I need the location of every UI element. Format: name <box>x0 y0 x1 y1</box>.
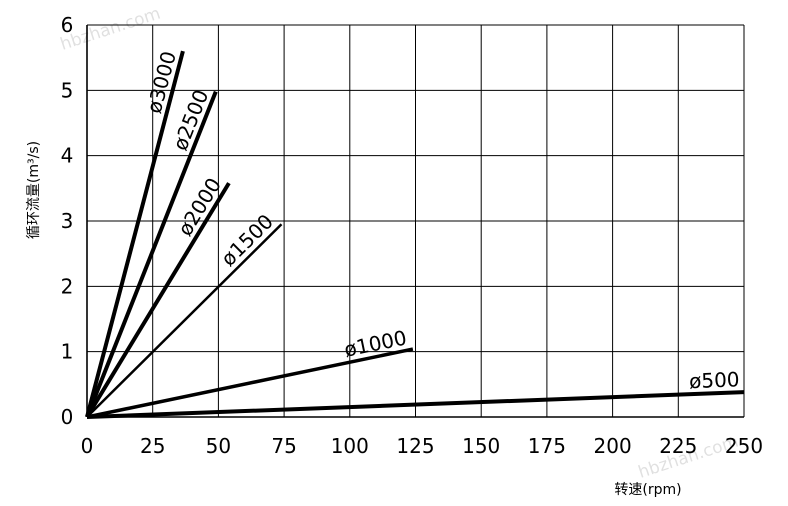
x-tick-label: 75 <box>271 434 296 458</box>
grid <box>86 24 745 418</box>
series-line <box>85 90 218 418</box>
series-group <box>85 50 745 419</box>
y-tick-label: 0 <box>61 405 74 429</box>
y-tick-label: 4 <box>61 144 74 168</box>
x-tick-label: 250 <box>725 434 763 458</box>
y-tick-label: 5 <box>61 78 74 102</box>
series-line <box>86 390 745 419</box>
series-label: ø500 <box>689 367 740 393</box>
tick-labels: 0 25 50 75 100 125 150 175 200 225 250 0 1 2 3 4 5 6 <box>61 13 763 458</box>
y-tick-label: 6 <box>61 13 74 37</box>
series-line <box>86 347 414 419</box>
series-line <box>85 182 231 419</box>
x-tick-label: 175 <box>528 434 566 458</box>
y-axis-title: 循环流量(m³/s) <box>26 141 42 239</box>
y-tick-label: 1 <box>61 340 74 364</box>
series-label: ø1500 <box>216 209 278 270</box>
x-tick-label: 100 <box>331 434 369 458</box>
y-tick-label: 2 <box>61 274 74 298</box>
x-tick-label: 25 <box>140 434 165 458</box>
x-axis-title: 转速(rpm) <box>614 482 681 498</box>
series-line <box>85 50 185 418</box>
x-tick-label: 50 <box>206 434 231 458</box>
series-line <box>86 223 283 418</box>
x-tick-label: 125 <box>396 434 434 458</box>
x-tick-label: 150 <box>462 434 500 458</box>
x-tick-label: 200 <box>594 434 632 458</box>
x-tick-label: 0 <box>81 434 94 458</box>
watermark-top: hbzhan.com <box>58 4 163 55</box>
x-tick-label: 225 <box>659 434 697 458</box>
y-tick-label: 3 <box>61 209 74 233</box>
